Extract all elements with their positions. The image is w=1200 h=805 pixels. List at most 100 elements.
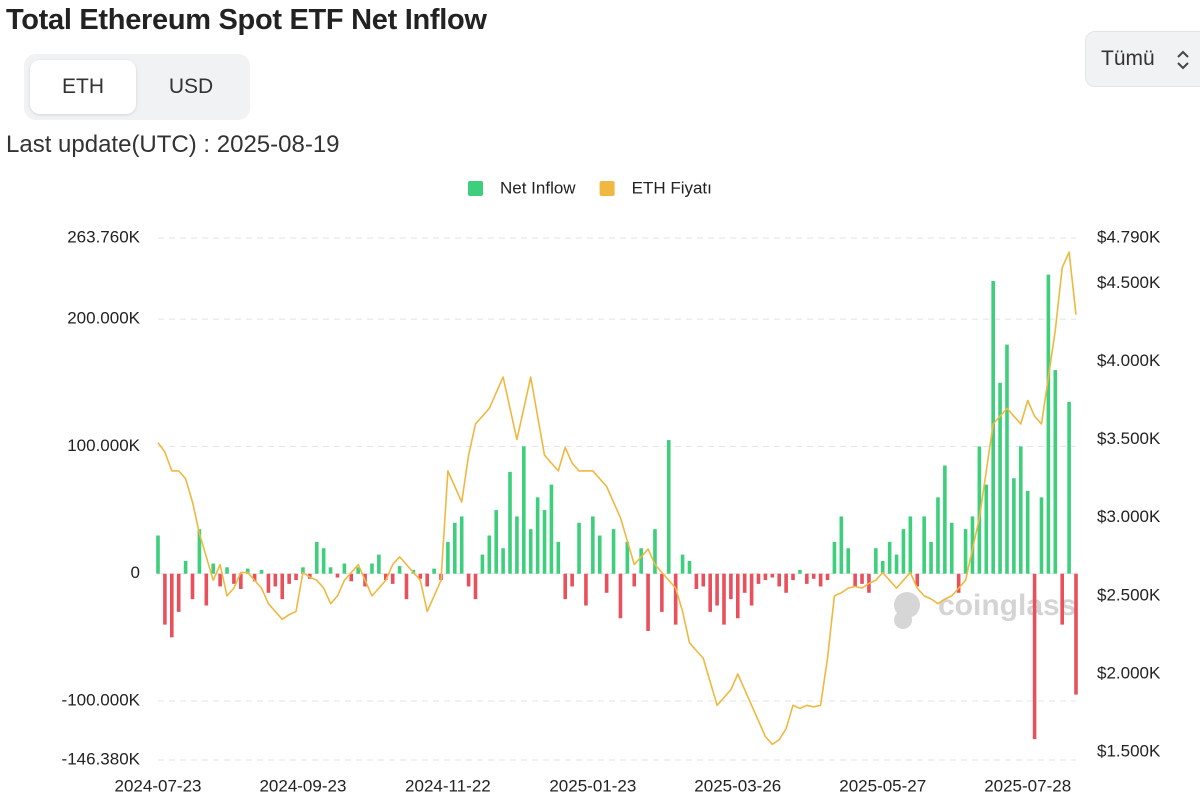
y2-tick-label: $3.500K (1097, 429, 1161, 448)
bar (528, 529, 533, 574)
bar (397, 566, 402, 574)
bar (480, 554, 485, 574)
bar (653, 529, 657, 574)
bar (383, 573, 388, 581)
bar (570, 573, 574, 587)
legend-label: ETH Fiyatı (632, 178, 712, 197)
bar (501, 548, 505, 574)
bar (784, 573, 788, 593)
last-update: Last update(UTC) : 2025-08-19 (6, 131, 340, 158)
bar (901, 529, 906, 574)
bar (949, 522, 954, 574)
range-select-label: Tümü (1101, 47, 1155, 70)
bar (273, 573, 278, 587)
bar (639, 548, 643, 574)
bar (280, 573, 285, 600)
bar (197, 529, 202, 574)
bar (494, 510, 499, 574)
bar (404, 573, 409, 600)
bar (839, 516, 844, 574)
bar (770, 573, 775, 578)
bar (259, 569, 264, 574)
bar (984, 484, 989, 574)
bar (763, 573, 768, 581)
bar (929, 541, 933, 574)
y2-tick-label: $4.500K (1097, 273, 1161, 292)
watermark-text: coinglass (938, 589, 1076, 622)
legend-swatch (599, 181, 615, 196)
bar (680, 554, 685, 574)
tab-eth[interactable]: ETH (30, 60, 136, 114)
y-tick-label: -100.000K (62, 690, 141, 709)
bar (894, 554, 899, 574)
bar (232, 573, 236, 584)
bar (487, 535, 492, 574)
bar (1060, 573, 1064, 625)
bar (328, 567, 333, 574)
x-tick-label: 2025-03-26 (694, 776, 781, 795)
bar (970, 516, 975, 574)
bar (853, 573, 857, 587)
bar (687, 560, 692, 574)
bar (673, 573, 678, 625)
bar (811, 573, 816, 579)
bar (1053, 370, 1058, 574)
bar (335, 573, 340, 578)
bar (742, 573, 747, 593)
bar (239, 573, 243, 589)
bar (294, 573, 298, 581)
bar (190, 573, 195, 600)
bar (446, 541, 450, 574)
y2-tick-label: $2.000K (1097, 664, 1161, 683)
bar (777, 573, 782, 587)
bar (597, 535, 602, 574)
bar (466, 573, 471, 587)
bar (356, 567, 360, 574)
bar (556, 541, 561, 574)
bar (370, 563, 374, 574)
bar (1012, 478, 1016, 574)
bar (632, 573, 637, 587)
bar (549, 484, 554, 574)
bar (1039, 497, 1044, 574)
bar (432, 568, 436, 574)
select-chevrons (1177, 50, 1189, 70)
bar (252, 573, 257, 582)
bar (591, 516, 595, 574)
bar (880, 560, 885, 574)
bar (701, 573, 706, 587)
tab-usd[interactable]: USD (168, 75, 214, 98)
bar (1074, 573, 1078, 695)
bar (604, 573, 609, 593)
bar (452, 522, 457, 574)
bar (418, 573, 423, 579)
bar (1032, 573, 1037, 740)
x-tick-label: 2024-07-23 (115, 776, 202, 795)
bar (508, 471, 512, 574)
bar (535, 497, 540, 574)
bar (245, 568, 250, 574)
bar (577, 522, 581, 574)
range-select[interactable]: Tümü (1085, 31, 1200, 87)
bar (342, 563, 347, 574)
bar (611, 529, 616, 574)
bar (915, 573, 920, 587)
y-tick-label: 100.000K (67, 436, 140, 455)
x-tick-label: 2024-09-23 (259, 776, 346, 795)
x-tick-label: 2025-05-27 (839, 776, 926, 795)
bar (1067, 401, 1071, 574)
bar (176, 573, 181, 612)
bar (1018, 446, 1023, 574)
bar (735, 573, 740, 619)
bar (163, 573, 167, 625)
bar (791, 573, 795, 581)
bar (715, 573, 719, 606)
bar (660, 573, 664, 612)
bar (218, 573, 222, 587)
bar (301, 567, 305, 574)
bar (998, 382, 1002, 574)
bar (922, 516, 926, 574)
y2-tick-label: $4.790K (1097, 227, 1161, 246)
bar (542, 510, 547, 574)
